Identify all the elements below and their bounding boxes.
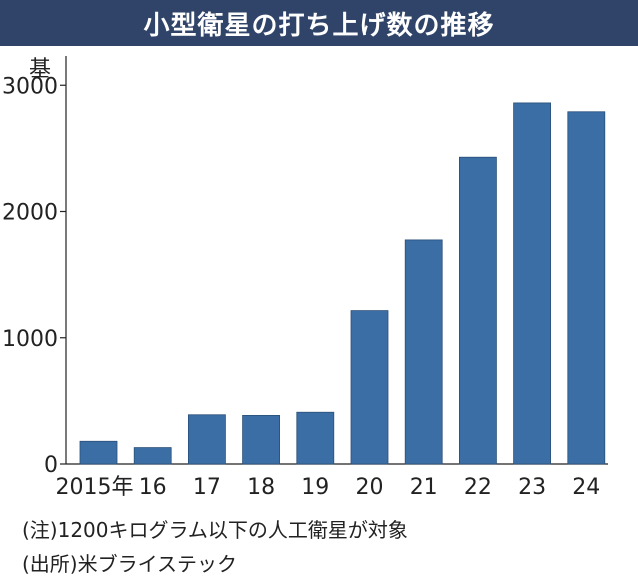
bar-2015年 (79, 440, 118, 465)
x-tick-label: 18 (247, 475, 275, 500)
y-tick-labels: 0 1000 2000 3000 (2, 74, 58, 478)
bar-18 (242, 414, 281, 465)
bar-20 (350, 310, 389, 465)
x-tick-label: 24 (572, 475, 600, 500)
note-source: (出所)米ブライステック (22, 552, 238, 576)
bars (79, 102, 606, 465)
y-axis-unit-label: 基 (29, 57, 51, 82)
x-tick-label: 2015年 (56, 475, 134, 500)
x-tick-label: 17 (193, 475, 221, 500)
bar-22 (458, 156, 497, 465)
y-tick-label: 3000 (2, 74, 58, 99)
chart-title: 小型衛星の打ち上げ数の推移 (143, 10, 495, 41)
note-target: (注)1200キログラム以下の人工衛星が対象 (22, 518, 408, 542)
bar-23 (513, 102, 551, 465)
y-tick-label: 1000 (2, 327, 58, 352)
bar-24 (567, 111, 606, 465)
x-tick-labels: 2015年 16 17 18 19 20 21 22 23 24 (56, 475, 601, 500)
title-bar: 小型衛星の打ち上げ数の推移 (0, 0, 638, 46)
x-tick-label: 16 (139, 475, 167, 500)
y-tick-label: 2000 (2, 201, 58, 226)
bar-19 (296, 411, 335, 465)
x-tick-label: 22 (464, 475, 492, 500)
x-tick-label: 19 (301, 475, 329, 500)
x-tick-label: 21 (410, 475, 438, 500)
bar-21 (404, 239, 443, 465)
bar-17 (187, 414, 226, 465)
bar-16 (133, 447, 172, 465)
x-tick-label: 23 (518, 475, 546, 500)
y-tick-label: 0 (44, 453, 58, 478)
x-tick-label: 20 (356, 475, 384, 500)
